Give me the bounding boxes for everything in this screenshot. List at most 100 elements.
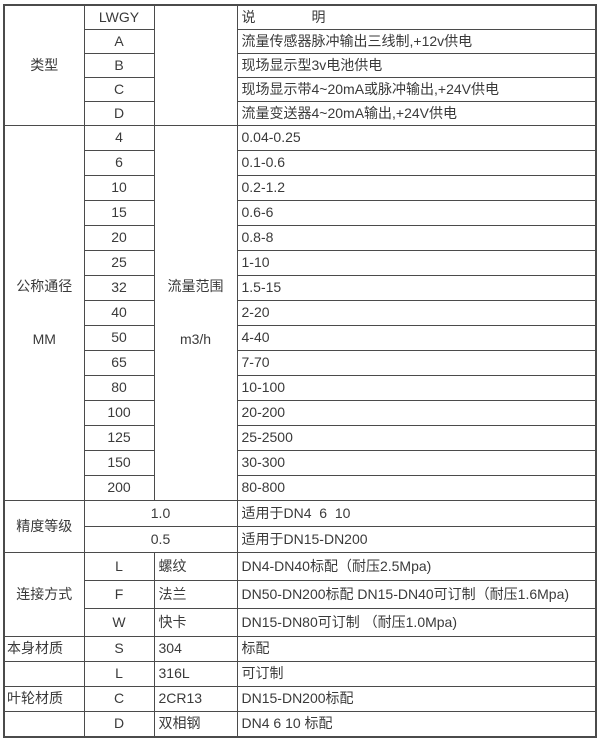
dn-value: 150 xyxy=(83,450,155,476)
flow-range-label-line2: m3/h xyxy=(179,330,212,347)
connection-name: 快卡 xyxy=(153,608,238,637)
connection-desc: DN4-DN40标配（耐压2.5Mpa) xyxy=(236,552,597,581)
material-name: 304 xyxy=(153,636,238,662)
material-name: 双相钢 xyxy=(153,711,238,738)
flow-range-value: 0.2-1.2 xyxy=(236,175,597,201)
dn-value: 200 xyxy=(83,475,155,501)
diameter-label-line1: 公称通径 xyxy=(16,278,73,294)
diameter-label-line2: MM xyxy=(32,330,56,347)
connection-name: 螺纹 xyxy=(153,552,238,581)
dn-value: 25 xyxy=(83,250,155,276)
diameter-row: 25 1-10 xyxy=(4,250,597,276)
connection-name: 法兰 xyxy=(153,580,238,609)
diameter-row: 6 0.1-0.6 xyxy=(4,150,597,176)
diameter-row: 公称通径 MM 4 流量范围 m3/h 0.04-0.25 xyxy=(3,125,597,501)
diameter-row: 80 10-100 xyxy=(4,375,597,401)
accuracy-value: 0.5 xyxy=(83,526,238,553)
type-code: B xyxy=(83,53,155,78)
dn-value: 50 xyxy=(83,325,155,351)
diameter-row: 65 7-70 xyxy=(4,350,597,376)
material-code: L xyxy=(83,661,155,687)
diameter-row: 200 80-800 xyxy=(4,475,597,501)
diameter-row: 100 20-200 xyxy=(4,400,597,426)
type-code: A xyxy=(83,29,155,54)
flow-range-value: 1-10 xyxy=(236,250,597,276)
flow-range-value: 0.8-8 xyxy=(236,225,597,251)
accuracy-desc: 适用于DN4 6 10 xyxy=(236,500,597,527)
flow-range-value: 25-2500 xyxy=(236,425,597,451)
dn-value: 15 xyxy=(83,200,155,226)
connection-desc: DN50-DN200标配 DN15-DN40可订制（耐压1.6Mpa) xyxy=(236,580,597,609)
flow-range-value: 0.04-0.25 xyxy=(236,125,597,151)
flow-range-value: 4-40 xyxy=(236,325,597,351)
type-desc: 现场显示型3v电池供电 xyxy=(236,53,597,78)
flow-range-value: 0.1-0.6 xyxy=(236,150,597,176)
accuracy-desc: 适用于DN15-DN200 xyxy=(236,526,597,553)
connection-code: F xyxy=(83,580,155,609)
section-label-diameter: 公称通径 MM xyxy=(3,125,85,501)
diameter-row: 32 1.5-15 xyxy=(4,275,597,301)
material-code: S xyxy=(83,636,155,662)
material-row: D 双相钢 DN4 6 10 标配 xyxy=(3,711,597,738)
accuracy-row: 0.5 适用于DN15-DN200 xyxy=(4,526,597,553)
flow-range-value: 80-800 xyxy=(236,475,597,501)
dn-value: 100 xyxy=(83,400,155,426)
diameter-row: 50 4-40 xyxy=(4,325,597,351)
dn-value: 4 xyxy=(83,125,155,151)
material-desc: DN15-DN200标配 xyxy=(236,686,597,712)
dn-value: 20 xyxy=(83,225,155,251)
connection-row: F 法兰 DN50-DN200标配 DN15-DN40可订制（耐压1.6Mpa) xyxy=(4,580,597,609)
dn-value: 40 xyxy=(83,300,155,326)
type-row: A 流量传感器脉冲输出三线制,+12v供电 xyxy=(4,29,597,54)
diameter-row: 20 0.8-8 xyxy=(4,225,597,251)
section-label-accuracy: 精度等级 xyxy=(3,500,85,553)
type-desc: 流量变送器4~20mA输出,+24V供电 xyxy=(236,101,597,126)
diameter-row: 150 30-300 xyxy=(4,450,597,476)
section-label-connection: 连接方式 xyxy=(3,552,85,637)
dn-value: 6 xyxy=(83,150,155,176)
type-row: B 现场显示型3v电池供电 xyxy=(4,53,597,78)
diameter-row: 40 2-20 xyxy=(4,300,597,326)
accuracy-value: 1.0 xyxy=(83,500,238,527)
dn-value: 125 xyxy=(83,425,155,451)
dn-value: 10 xyxy=(83,175,155,201)
flow-range-value: 7-70 xyxy=(236,350,597,376)
connection-code: W xyxy=(83,608,155,637)
material-desc: 标配 xyxy=(236,636,597,662)
flow-range-value: 1.5-15 xyxy=(236,275,597,301)
flow-range-value: 30-300 xyxy=(236,450,597,476)
material-row: 本身材质 S 304 标配 xyxy=(3,636,597,662)
connection-row: W 快卡 DN15-DN80可订制 （耐压1.0Mpa) xyxy=(4,608,597,637)
type-code: D xyxy=(83,101,155,126)
material-desc: DN4 6 10 标配 xyxy=(236,711,597,738)
diameter-row: 10 0.2-1.2 xyxy=(4,175,597,201)
flowmeter-spec-table: 类型 LWGY 说 明 A 流量传感器脉冲输出三线制,+12v供电 B 现场显示… xyxy=(3,4,597,738)
dn-value: 80 xyxy=(83,375,155,401)
material-desc: 可订制 xyxy=(236,661,597,687)
section-label-impeller-material: 叶轮材质 xyxy=(3,686,85,712)
dn-value: 32 xyxy=(83,275,155,301)
material-label-empty xyxy=(3,661,85,687)
material-row: 叶轮材质 C 2CR13 DN15-DN200标配 xyxy=(3,686,597,712)
material-name: 316L xyxy=(153,661,238,687)
material-name: 2CR13 xyxy=(153,686,238,712)
header-row: 类型 LWGY 说 明 xyxy=(3,4,597,126)
diameter-row: 125 25-2500 xyxy=(4,425,597,451)
header-model: LWGY xyxy=(83,4,155,30)
material-row: L 316L 可订制 xyxy=(3,661,597,687)
material-label-empty xyxy=(3,711,85,738)
material-code: C xyxy=(83,686,155,712)
material-code: D xyxy=(83,711,155,738)
spacer-cell xyxy=(153,4,238,126)
flow-range-value: 2-20 xyxy=(236,300,597,326)
type-code: C xyxy=(83,77,155,102)
type-row: C 现场显示带4~20mA或脉冲输出,+24V供电 xyxy=(4,77,597,102)
connection-desc: DN15-DN80可订制 （耐压1.0Mpa) xyxy=(236,608,597,637)
flow-range-value: 20-200 xyxy=(236,400,597,426)
flow-range-value: 10-100 xyxy=(236,375,597,401)
dn-value: 65 xyxy=(83,350,155,376)
type-desc: 流量传感器脉冲输出三线制,+12v供电 xyxy=(236,29,597,54)
accuracy-row: 精度等级 1.0 适用于DN4 6 10 xyxy=(3,500,597,553)
section-label-type: 类型 xyxy=(3,4,85,126)
flow-range-label-line1: 流量范围 xyxy=(167,278,224,294)
